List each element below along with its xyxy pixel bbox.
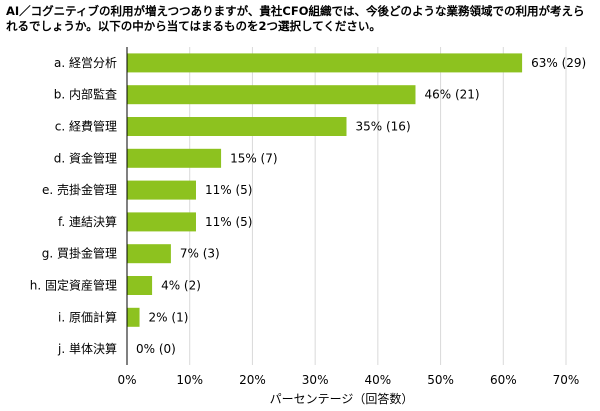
data-label: 4% (2) bbox=[161, 279, 201, 293]
data-label: 35% (16) bbox=[356, 120, 411, 134]
category-label: e. 売掛金管理 bbox=[42, 182, 117, 197]
bar bbox=[127, 276, 153, 295]
category-label: h. 固定資産管理 bbox=[30, 278, 117, 293]
data-label: 63% (29) bbox=[531, 56, 586, 70]
data-label: 2% (1) bbox=[149, 310, 189, 324]
data-label: 11% (5) bbox=[205, 183, 252, 197]
bar bbox=[127, 53, 523, 73]
data-label: 46% (21) bbox=[424, 88, 479, 102]
bar bbox=[127, 117, 347, 136]
category-label: i. 原価計算 bbox=[58, 309, 117, 324]
bar bbox=[127, 212, 196, 232]
data-label: 11% (5) bbox=[205, 215, 252, 229]
labels: 0% 10% 20% 30% 40% 50% 60% 70% a. 経営分析 63% (29) b.… bbox=[30, 56, 586, 387]
x-tick-label: 60% bbox=[490, 373, 517, 387]
category-label: b. 内部監査 bbox=[54, 87, 117, 102]
question-title: AI／コグニティブの利用が増えつつありますが、貴社CFO組織では、今後どのような… bbox=[6, 4, 585, 33]
x-tick-label: 70% bbox=[553, 373, 580, 387]
category-label: a. 経営分析 bbox=[54, 56, 117, 70]
category-label: g. 買掛金管理 bbox=[42, 246, 117, 261]
x-tick-label: 10% bbox=[176, 373, 203, 387]
bar bbox=[127, 307, 140, 327]
category-label: f. 連結決算 bbox=[58, 214, 117, 229]
bar bbox=[127, 180, 196, 200]
category-label: c. 経費管理 bbox=[55, 119, 117, 134]
data-label: 15% (7) bbox=[230, 151, 277, 165]
x-axis-title: パーセンテージ（回答数） bbox=[270, 391, 414, 406]
category-label: j. 単体決算 bbox=[57, 341, 117, 356]
x-tick-label: 40% bbox=[365, 373, 392, 387]
data-label: 7% (3) bbox=[180, 247, 220, 261]
data-label: 0% (0) bbox=[136, 342, 176, 356]
x-tick-label: 0% bbox=[117, 373, 136, 387]
category-label: d. 資金管理 bbox=[54, 150, 117, 165]
bar bbox=[127, 244, 171, 264]
x-tick-label: 50% bbox=[427, 373, 454, 387]
bars bbox=[127, 53, 523, 327]
x-tick-label: 20% bbox=[239, 373, 266, 387]
bar bbox=[127, 148, 222, 168]
bar bbox=[127, 85, 416, 105]
x-tick-label: 30% bbox=[302, 373, 329, 387]
